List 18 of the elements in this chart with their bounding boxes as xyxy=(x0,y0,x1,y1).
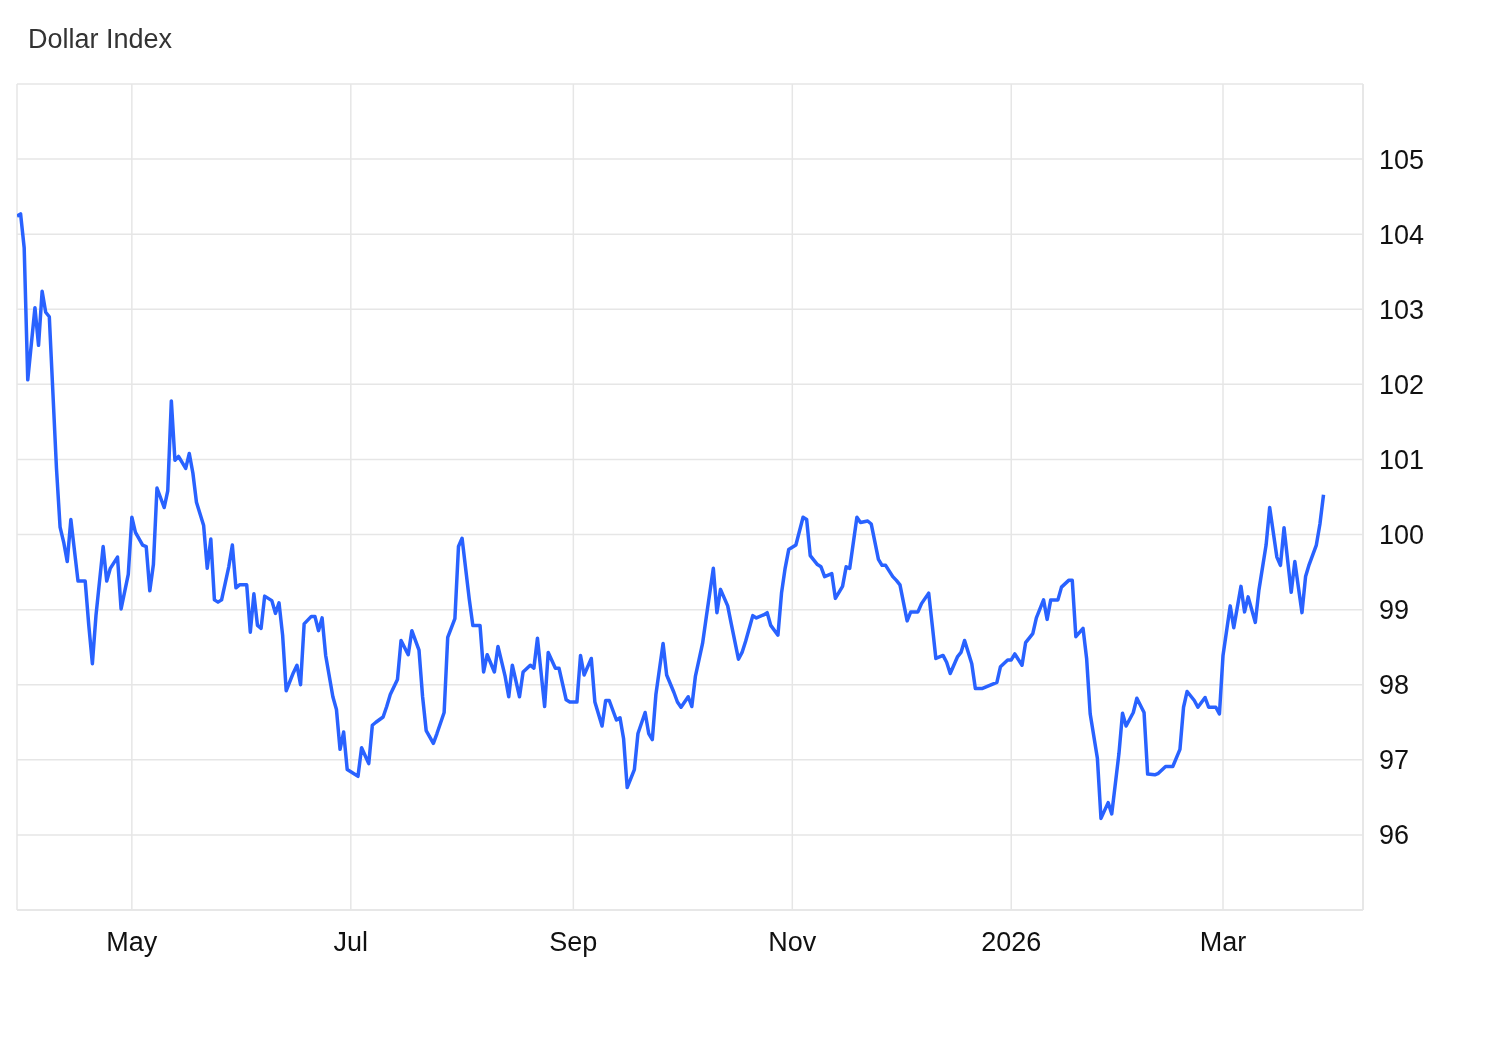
y-tick-label: 105 xyxy=(1379,144,1425,175)
y-tick-label: 101 xyxy=(1379,445,1425,476)
x-tick-label: Sep xyxy=(549,927,598,958)
y-tick-label: 99 xyxy=(1379,595,1410,626)
y-tick-label: 98 xyxy=(1379,670,1410,701)
y-tick-label: 97 xyxy=(1379,745,1410,776)
y-tick-label: 103 xyxy=(1379,294,1425,325)
x-tick-label: May xyxy=(106,927,158,958)
x-tick-label: Mar xyxy=(1199,927,1247,958)
chart-title: Dollar Index xyxy=(27,23,174,56)
line-series xyxy=(17,212,1326,821)
x-tick-label: 2026 xyxy=(981,927,1042,958)
x-tick-label: Jul xyxy=(333,927,369,958)
y-tick-label: 96 xyxy=(1379,820,1410,851)
y-tick-label: 100 xyxy=(1379,520,1425,551)
x-tick-label: Nov xyxy=(768,927,817,958)
y-tick-label: 102 xyxy=(1379,369,1425,400)
y-tick-label: 104 xyxy=(1379,219,1425,250)
